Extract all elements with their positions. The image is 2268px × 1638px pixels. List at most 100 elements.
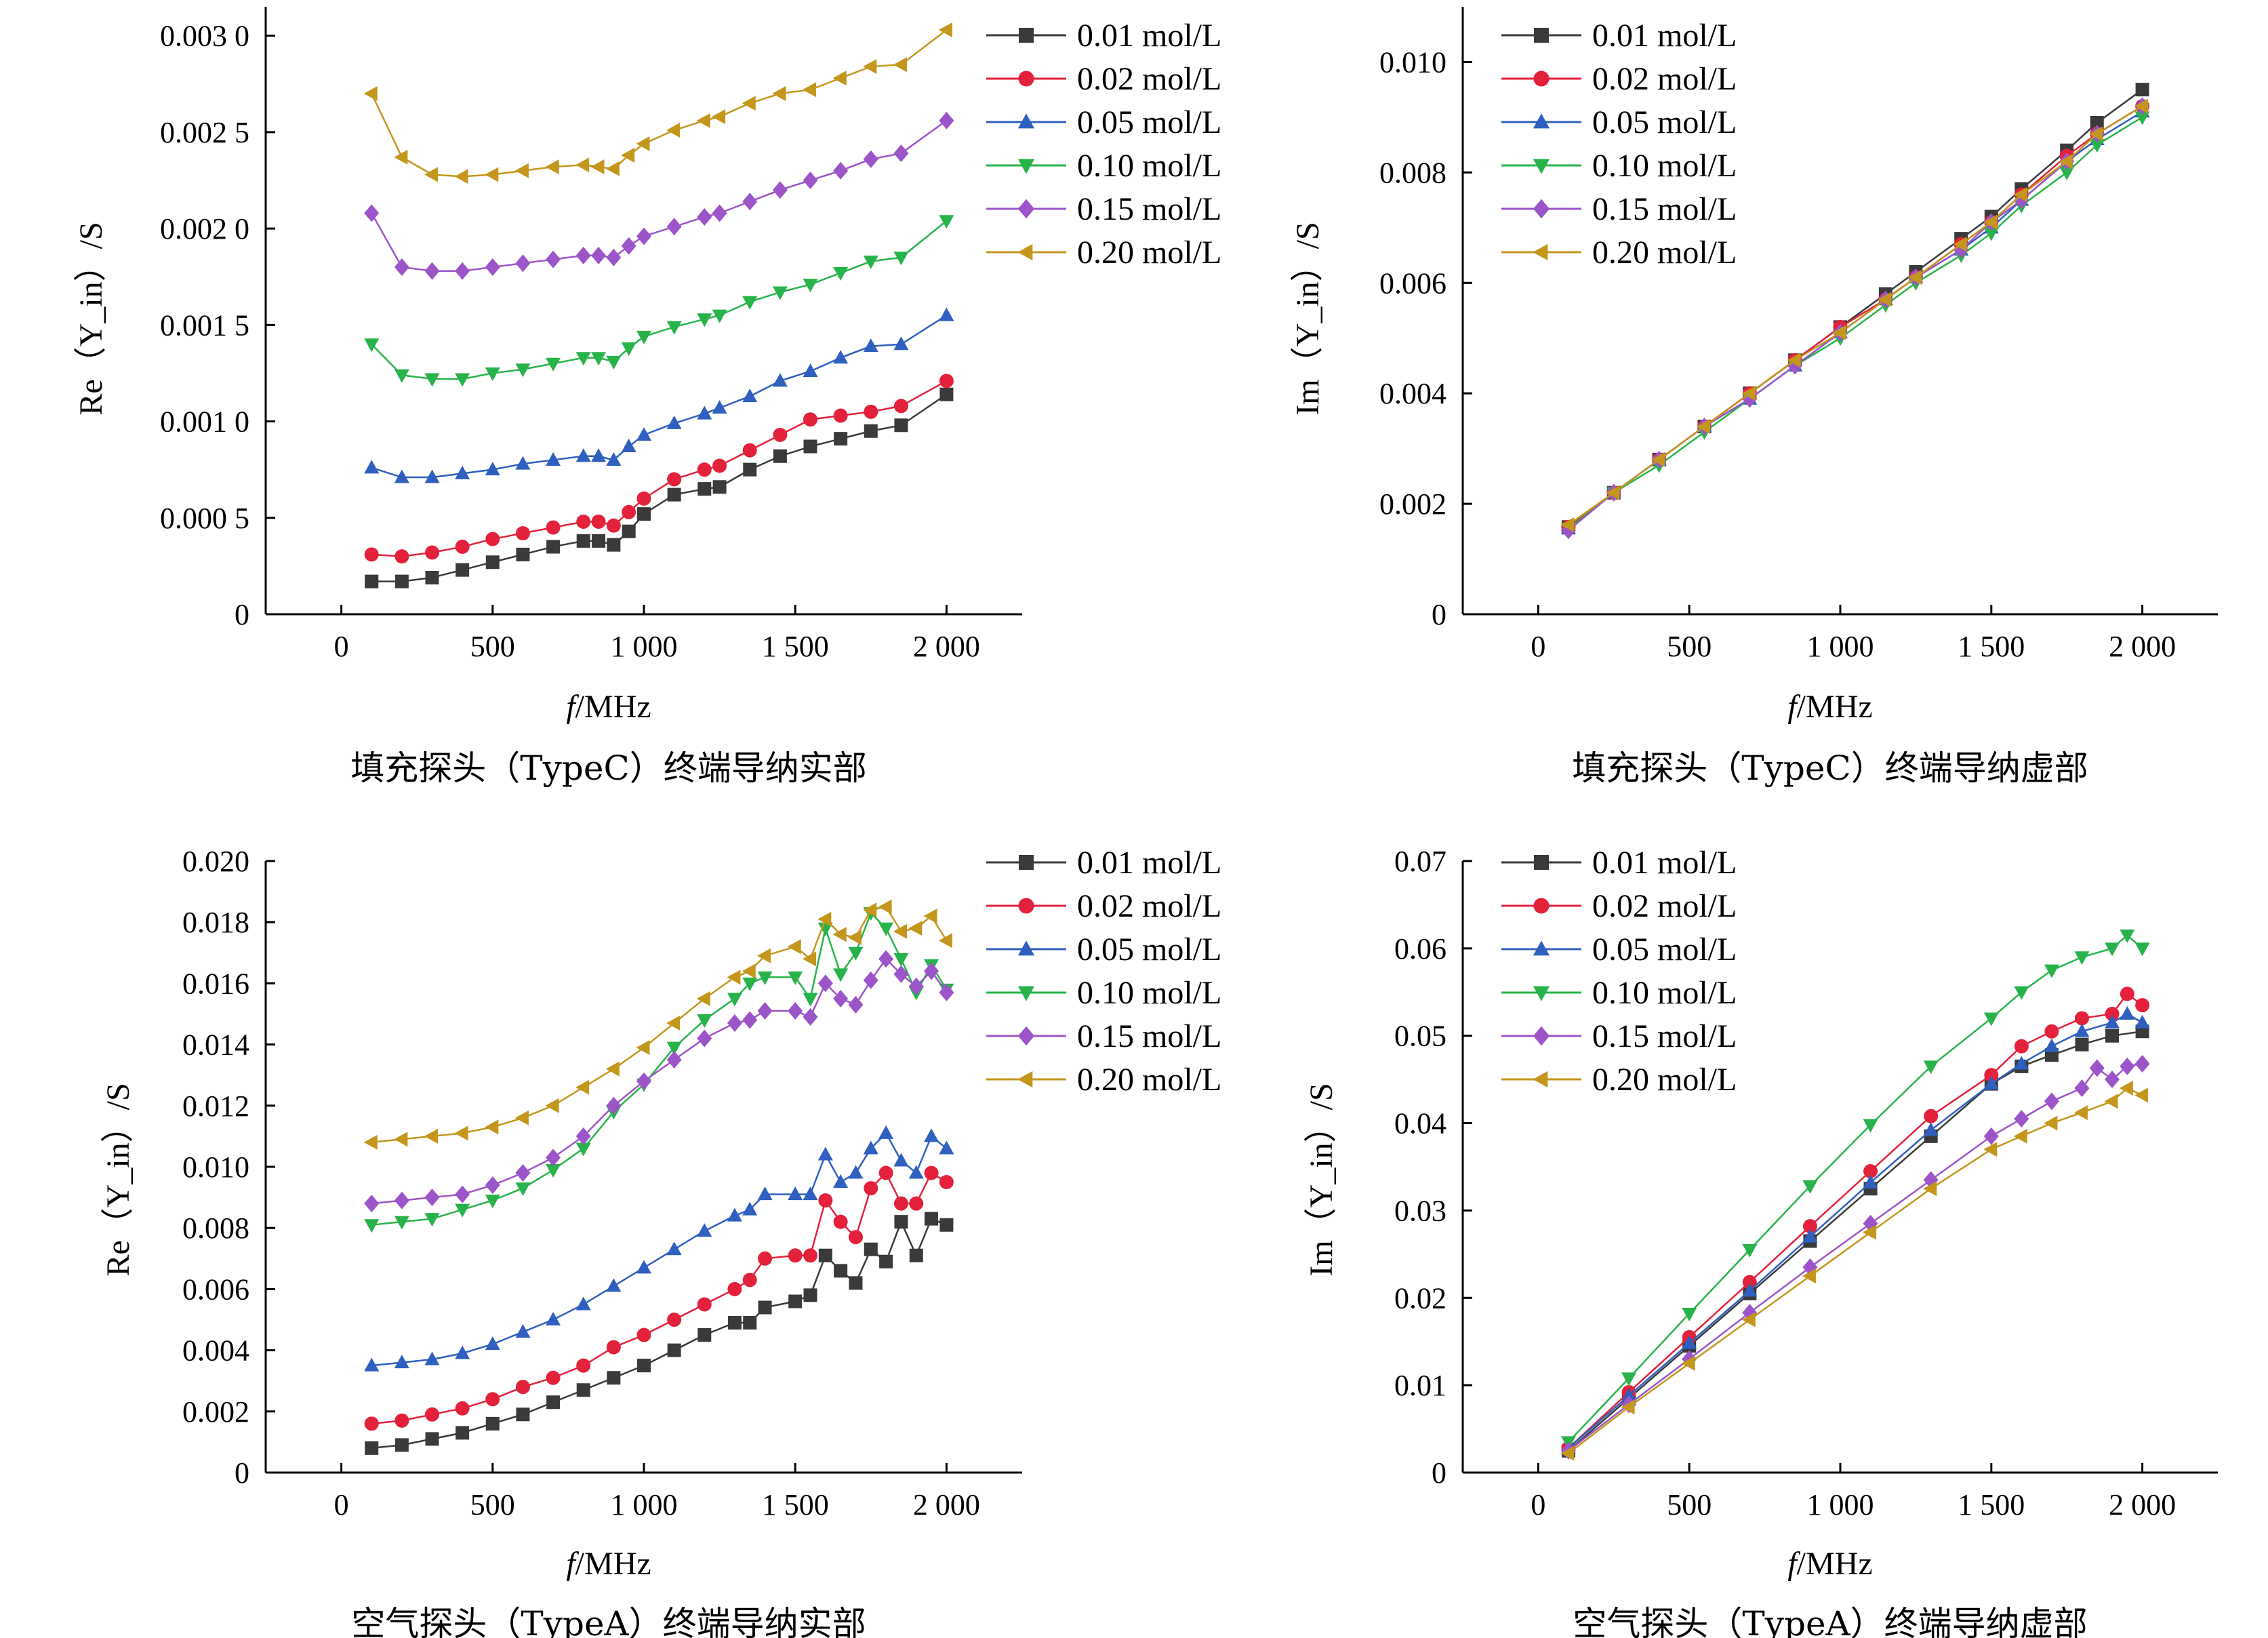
panel-im-typea-data-point <box>1621 1372 1637 1386</box>
panel-re-typea-data-point <box>363 1134 378 1150</box>
panel-im-typea-data-point <box>1802 1180 1818 1194</box>
panel-im-typea-data-point <box>2014 986 2029 1000</box>
panel-im-typea-data-point <box>1863 1224 1877 1240</box>
panel-im-typec-ytick-label: 0.010 <box>1379 45 1446 79</box>
panel-im-typec-xtick-label: 0 <box>1531 630 1545 663</box>
panel-im-typea-data-point <box>1983 1076 1999 1090</box>
panel-re-typea-data-point <box>575 1296 591 1311</box>
panel-im-typea-ylabel-text: Im（Y_in）/S <box>1303 1083 1339 1276</box>
panel-re-typea-data-point <box>788 971 803 985</box>
panel-im-typea-data-point <box>1863 1163 1878 1178</box>
panel-re-typea-ytick-label: 0.014 <box>182 1028 249 1062</box>
panel-re-typea-legend-marker <box>1018 898 1034 914</box>
panel-im-typea-xtick-label: 2 000 <box>2109 1488 2176 1521</box>
panel-im-typea-data-point <box>1923 1181 1937 1197</box>
panel-re-typec-data-point <box>696 113 710 128</box>
panel-im-typea-legend-marker <box>1534 855 1549 870</box>
panel-re-typea-data-point <box>636 1327 651 1342</box>
panel-re-typec-series-line <box>371 29 948 178</box>
panel-re-typec-ylabel: Re（Y_in）/S <box>73 222 109 415</box>
panel-im-typec-data-point <box>2134 98 2149 114</box>
panel-im-typea-data-point <box>1863 1174 1878 1188</box>
panel-im-typea-data-point <box>2104 1094 2118 1109</box>
panel-re-typea-data-point <box>894 1215 908 1229</box>
panel-re-typec-data-point <box>773 427 788 442</box>
panel-im-typea-ytick-label: 0.01 <box>1394 1369 1446 1402</box>
panel-re-typea-ytick-label: 0.002 <box>182 1395 249 1429</box>
panel-im-typec-data-point <box>1651 452 1665 467</box>
panel-im-typea-data-point <box>2105 942 2120 957</box>
panel-re-typea-data-point <box>893 923 907 939</box>
panel-re-typea-data-point <box>908 1165 924 1179</box>
panel-im-typea-legend-label: 0.05 mol/L <box>1592 932 1737 967</box>
panel-re-typec: Re（Y_in）/S f/MHz 填充探头（TypeC）终端导纳实部 0 0.00… <box>73 7 1221 788</box>
panel-re-typec-data-point <box>712 204 727 222</box>
panel-re-typea-ylabel-text: Re（Y_in）/S <box>100 1083 136 1276</box>
panel-im-typea-data-point <box>2044 964 2059 978</box>
panel-im-typec-data-point <box>2134 111 2150 125</box>
panel-re-typea-data-point <box>425 1407 440 1422</box>
panel-re-typec-data-point <box>803 82 817 98</box>
panel-im-typec-data-point <box>1787 353 1801 368</box>
panel-re-typea-ytick-label: 0.012 <box>182 1090 249 1123</box>
panel-im-typea-legend-label: 0.20 mol/L <box>1592 1062 1737 1098</box>
panel-re-typea-xtick-label: 1 500 <box>762 1488 829 1521</box>
panel-im-typea-xtick-label: 0 <box>1531 1488 1545 1521</box>
panel-re-typea-data-point <box>788 1248 803 1263</box>
panel-re-typea-data-point <box>697 1297 712 1312</box>
panel-re-typec-data-point <box>546 452 561 466</box>
panel-im-typea-data-point <box>1742 1275 1757 1290</box>
panel-im-typea-legend-marker <box>1533 940 1550 956</box>
panel-re-typec-series-line <box>371 380 948 557</box>
panel-re-typec-data-point <box>454 169 468 184</box>
panel-im-typea-data-point <box>2134 1014 2150 1028</box>
panel-re-typea: Re（Y_in）/S f/MHz 空气探头（TypeA）终端导纳实部 0 0.00… <box>100 845 1221 1638</box>
panel-re-typea-data-point <box>576 1383 590 1397</box>
panel-im-typec-ytick-label: 0.006 <box>1379 266 1446 300</box>
panel-re-typea-data-point <box>908 977 924 995</box>
panel-re-typec-data-point <box>697 313 712 327</box>
panel-im-typec-data-point <box>1560 517 1575 533</box>
panel-im-typea-xtick-label: 500 <box>1667 1488 1712 1521</box>
panel-re-typea-data-point <box>364 1219 380 1233</box>
panel-im-typec-data-point <box>1983 214 1998 230</box>
panel-re-typea-data-point <box>742 1201 758 1216</box>
panel-re-typec-series-0 <box>365 387 954 588</box>
panel-re-typec-data-point <box>894 418 908 433</box>
panel-re-typec-series-line <box>371 315 948 479</box>
panel-re-typea-data-point <box>365 1441 379 1455</box>
panel-re-typec-ytick-label: 0 <box>235 598 249 631</box>
panel-re-typea-data-point <box>757 1001 773 1020</box>
panel-im-typec-series-5 <box>1560 98 2149 533</box>
panel-im-typea-legend-marker <box>1533 1071 1548 1088</box>
panel-re-typec-data-point <box>833 350 849 364</box>
panel-re-typec-data-point <box>485 367 500 381</box>
panel-re-typec-series-1 <box>364 374 954 564</box>
panel-re-typec-data-point <box>485 532 500 546</box>
panel-re-typec-data-point <box>834 432 848 446</box>
panel-im-typec-legend-label: 0.05 mol/L <box>1592 104 1737 140</box>
panel-im-typec-xtick-label: 2 000 <box>2109 630 2176 663</box>
panel-im-typea-data-point <box>2073 1105 2088 1121</box>
panel-im-typea-data-point <box>1802 1219 1817 1234</box>
panel-re-typec-legend-marker <box>1018 71 1034 87</box>
panel-re-typea-data-point <box>742 1273 757 1287</box>
panel-re-typec-data-point <box>772 86 786 101</box>
panel-im-typea-ytick-label: 0.03 <box>1394 1194 1446 1227</box>
panel-re-typea-data-point <box>742 1011 758 1029</box>
panel-re-typec-data-point <box>591 352 607 366</box>
panel-re-typea-data-point <box>545 1098 559 1113</box>
panel-re-typea-data-point <box>893 1196 908 1211</box>
panel-im-typec-legend-label: 0.10 mol/L <box>1592 148 1737 184</box>
panel-re-typec-data-point <box>515 254 531 273</box>
panel-re-typea-data-point <box>847 930 862 945</box>
panel-re-typec-data-point <box>893 399 908 414</box>
panel-re-typea-data-point <box>546 1395 561 1410</box>
panel-re-typec-data-point <box>803 412 818 427</box>
panel-re-typea-data-point <box>364 1357 380 1372</box>
panel-im-typea-ytick-label: 0.02 <box>1394 1281 1446 1315</box>
panel-im-typec-data-point <box>2089 126 2103 142</box>
panel-re-typea-ytick-label: 0.004 <box>182 1334 249 1367</box>
panel-re-typea-legend-label: 0.02 mol/L <box>1077 888 1221 924</box>
panel-im-typea-data-point <box>2014 1039 2029 1054</box>
